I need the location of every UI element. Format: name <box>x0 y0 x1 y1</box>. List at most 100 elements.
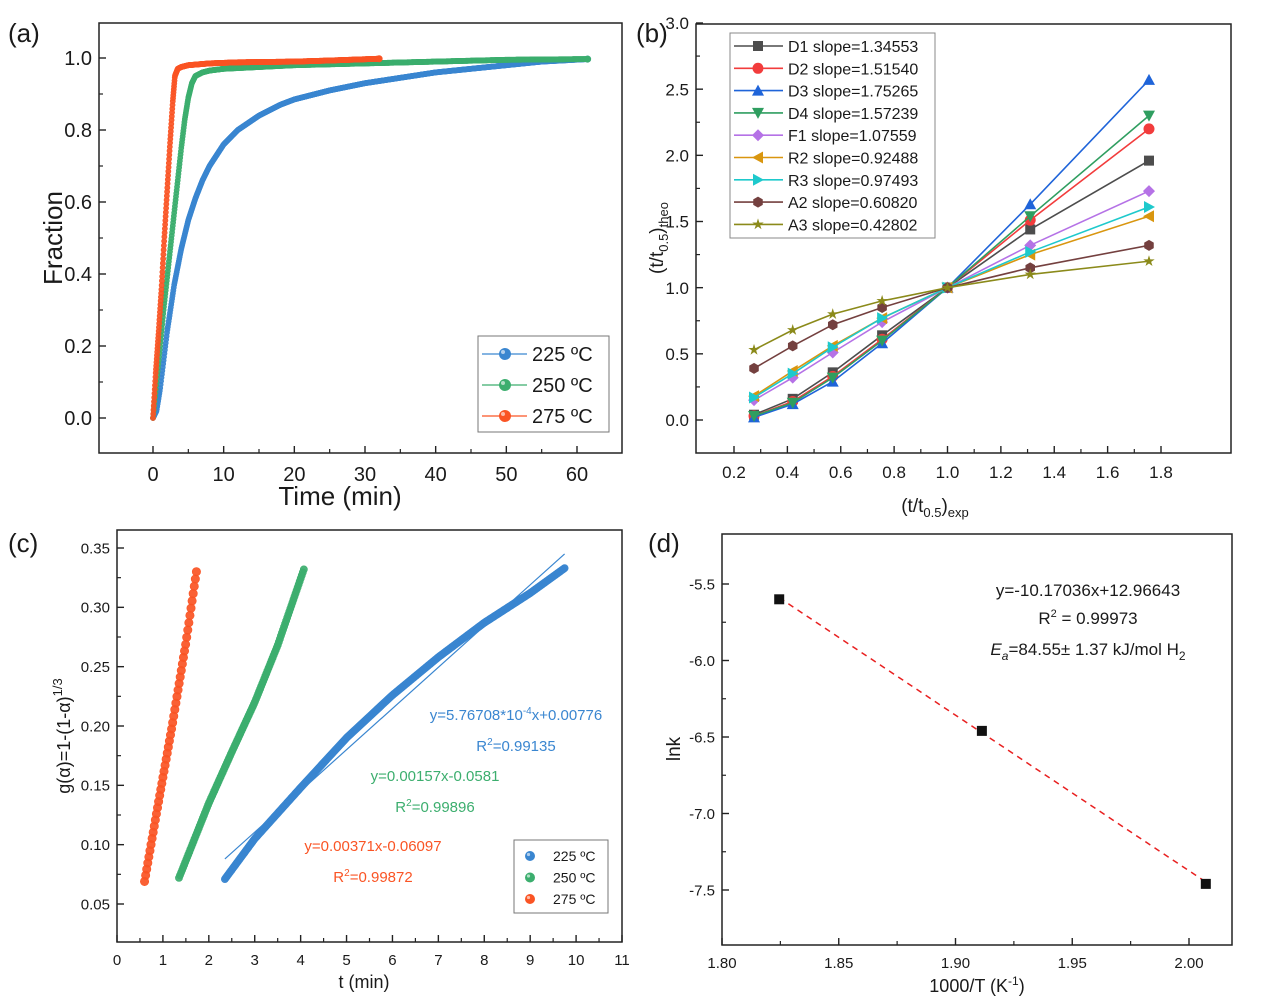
marker-star <box>748 343 760 355</box>
panel-a: (a) 0 10 20 30 40 50 60 0.0 0.2 0.4 0.6 0.8 1.0 Time… <box>8 18 623 511</box>
series-line <box>753 260 1150 351</box>
x-tick-label-d: 1.90 <box>941 955 970 972</box>
y-tick-label-c: 0.30 <box>81 600 110 617</box>
y-tick-label-b: 1.0 <box>665 279 689 298</box>
fit-r2-250: R2=0.99896 <box>395 798 474 816</box>
data-point-d <box>976 725 987 736</box>
x-tick-label-b: 0.8 <box>882 463 906 482</box>
y-tick-label-c: 0.25 <box>81 659 110 676</box>
y-tick-label-a: 1.0 <box>64 48 92 70</box>
y-tick-label-c: 0.10 <box>81 837 110 854</box>
x-tick-label-b: 0.4 <box>776 463 800 482</box>
x-tick-label-b: 1.2 <box>989 463 1013 482</box>
x-tick-label-b: 0.6 <box>829 463 853 482</box>
x-tick-label-c: 8 <box>480 952 488 969</box>
x-tick-label-b: 1.6 <box>1096 463 1120 482</box>
x-tick-label-b: 1.8 <box>1149 463 1173 482</box>
legend-label-b: A3 slope=0.42802 <box>788 217 918 234</box>
legend-label-a: 275 ºC <box>532 406 593 428</box>
y-tick-label-b: 3.0 <box>665 14 689 33</box>
legend-marker-a <box>499 348 511 360</box>
y-tick-label-b: 0.0 <box>665 411 689 430</box>
legend-label-b: D1 slope=1.34553 <box>788 39 918 56</box>
y-tick-label-a: 0.2 <box>64 336 92 358</box>
panel-label-c: (c) <box>8 528 38 558</box>
panel-label-a: (a) <box>8 18 40 48</box>
legend-marker-a <box>499 410 511 422</box>
marker-hexagon <box>1144 239 1154 251</box>
x-tick-label-a: 30 <box>354 464 376 486</box>
marker-triangle-up <box>1142 73 1155 85</box>
legend-marker-highlight-c <box>526 874 531 878</box>
legend-a: 225 ºC 250 ºC 275 ºC <box>477 335 610 433</box>
legend-label-b: D2 slope=1.51540 <box>788 61 918 78</box>
legend-c: 225 ºC 250 ºC 275 ºC <box>513 839 609 914</box>
x-tick-label-c: 2 <box>205 952 213 969</box>
y-tick-label-d: -7.5 <box>689 882 715 899</box>
y-tick-label-b: 2.5 <box>665 80 689 99</box>
x-tick-label-c: 10 <box>568 952 585 969</box>
marker-hexagon <box>827 319 838 331</box>
legend-label-a: 250 ºC <box>532 375 593 397</box>
y-tick-label-c: 0.20 <box>81 718 110 735</box>
x-tick-label-d: 1.95 <box>1058 955 1087 972</box>
y-tick-label-a: 0.8 <box>64 120 92 142</box>
y-axis-label-c: g(α)=1-(1-α)1/3 <box>50 678 74 793</box>
x-axis-label-a: Time (min) <box>278 481 401 511</box>
legend-marker-highlight-c <box>526 852 531 857</box>
x-tick-label-c: 3 <box>251 952 259 969</box>
data-point <box>191 567 201 577</box>
y-tick-label-d: -6.0 <box>689 653 715 670</box>
data-point <box>299 565 308 574</box>
x-tick-label-a: 40 <box>425 464 447 486</box>
y-tick-label-c: 0.35 <box>81 540 110 557</box>
legend-label-a: 225 ºC <box>532 344 593 366</box>
x-axis-label-d: 1000/T (K-1) <box>929 974 1024 996</box>
data-point <box>584 55 592 63</box>
x-tick-label-a: 60 <box>566 464 588 486</box>
legend-b: D1 slope=1.34553 D2 slope=1.51540 D3 slope… <box>729 32 936 239</box>
x-tick-label-d: 1.80 <box>707 955 736 972</box>
marker-star <box>787 324 799 335</box>
data-point <box>560 564 569 573</box>
panel-d: (d) 1.80 1.85 1.90 1.95 2.00 -5.5 -6.0 -6.5 -7.0… <box>648 528 1233 996</box>
legend-marker-c <box>525 872 535 883</box>
y-tick-label-a: 0.0 <box>64 408 92 430</box>
panel-label-b: (b) <box>636 18 668 48</box>
series-line <box>753 244 1150 370</box>
x-tick-label-a: 50 <box>495 464 517 486</box>
data-point-d <box>774 594 785 605</box>
y-tick-label-c: 0.05 <box>81 896 110 913</box>
y-tick-label-c: 0.15 <box>81 778 110 795</box>
legend-marker-highlight-a <box>501 412 505 416</box>
legend-label-b: F1 slope=1.07559 <box>788 128 917 145</box>
x-axis-label-b: (t/t0.5)exp <box>901 496 969 520</box>
marker-diamond <box>1142 185 1155 198</box>
series-250C-c <box>175 565 308 882</box>
x-tick-label-d: 2.00 <box>1174 955 1203 972</box>
y-tick-label-d: -5.5 <box>689 576 715 593</box>
fit-r2-d: R2 = 0.99973 <box>1038 608 1137 628</box>
x-tick-label-c: 4 <box>296 952 304 969</box>
series-A3-b <box>748 255 1155 355</box>
x-tick-label-a: 10 <box>213 464 235 486</box>
marker-square <box>1143 155 1154 166</box>
marker-square <box>1025 224 1036 235</box>
y-axis-label-a: Fraction <box>38 191 68 285</box>
x-tick-label-c: 0 <box>113 952 121 969</box>
legend-label-b: R2 slope=0.92488 <box>788 151 918 168</box>
y-tick-label-b: 2.0 <box>665 146 689 165</box>
x-axis-label-c: t (min) <box>339 972 390 992</box>
x-tick-label-c: 11 <box>614 952 630 969</box>
marker-hexagon <box>877 302 887 314</box>
legend-marker-a <box>499 379 511 391</box>
marker-circle <box>1143 123 1155 135</box>
y-tick-label-d: -7.0 <box>689 806 715 823</box>
marker-circle <box>752 62 764 74</box>
legend-label-c: 225 ºC <box>553 848 595 864</box>
legend-label-b: D3 slope=1.75265 <box>788 84 918 101</box>
legend-label-b: R3 slope=0.97493 <box>788 173 918 190</box>
x-tick-label-c: 6 <box>388 952 396 969</box>
panel-b: (b) 0.2 0.4 0.6 0.8 1.0 1.2 1.4 1.6 1.8 0.0 0.5 1.0… <box>636 14 1232 520</box>
